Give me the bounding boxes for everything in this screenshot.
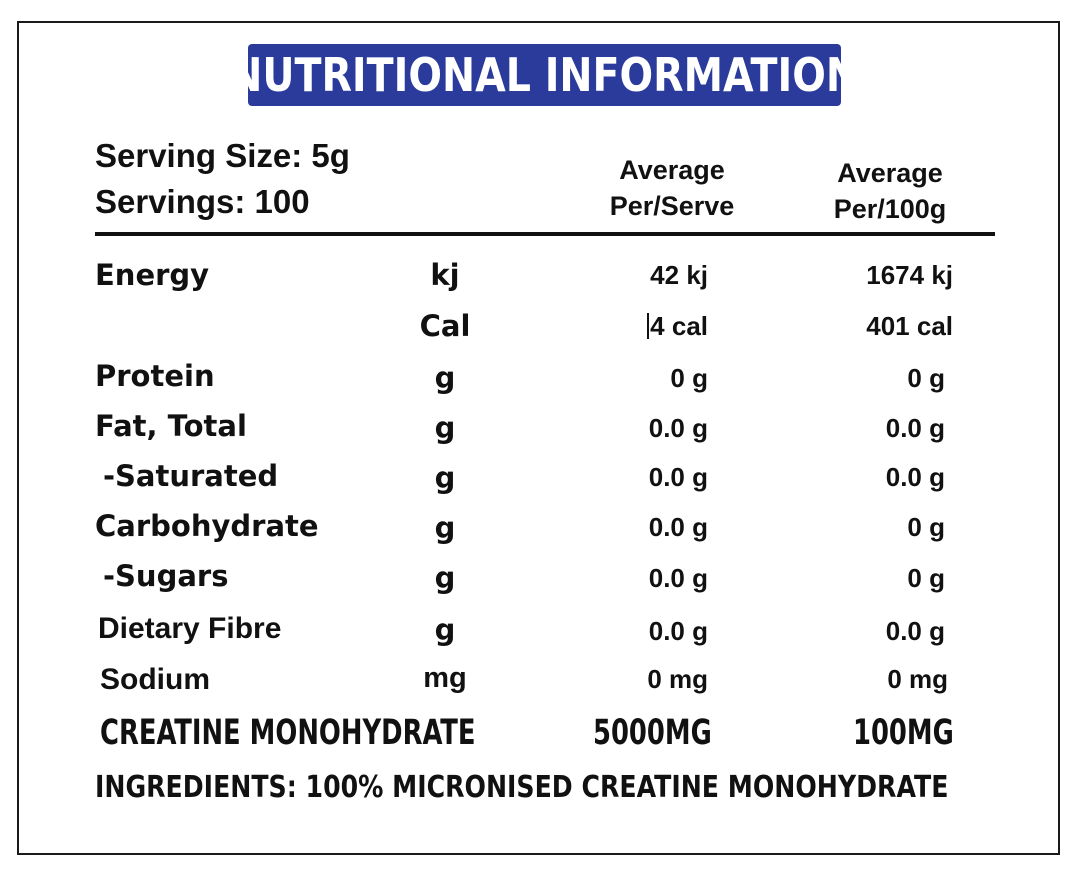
creatine-per-serve: 5000MG — [593, 713, 712, 753]
row-label-fat-total: Fat, Total — [95, 409, 247, 443]
servings-count: Servings: 100 — [95, 183, 310, 220]
row-unit-energy-cal: Cal — [419, 309, 471, 343]
row-value-protein-per-serve: 0 g — [670, 363, 708, 393]
column-header-per-100g: Average Per/100g — [810, 155, 970, 227]
row-value-saturated-per-serve: 0.0 g — [648, 462, 708, 492]
row-label-energy: Energy — [95, 258, 210, 292]
row-value-saturated-per-100g: 0.0 g — [885, 462, 945, 492]
row-value-dietary-fibre-per-100g: 0.0 g — [885, 616, 945, 646]
row-label-dietary-fibre: Dietary Fibre — [98, 612, 282, 645]
row-value-sodium-per-100g: 0 mg — [887, 664, 948, 694]
row-value-fat-total-per-100g: 0.0 g — [885, 413, 945, 443]
row-value-sodium-per-serve: 0 mg — [647, 664, 708, 694]
row-label-sodium: Sodium — [100, 663, 210, 696]
row-value-energy-kj-per-100g: 1674 kj — [866, 260, 953, 290]
row-value-sugars-per-serve: 0.0 g — [648, 563, 708, 593]
header-divider — [95, 232, 995, 236]
row-unit-saturated: g — [434, 461, 456, 495]
row-unit-fat-total: g — [434, 411, 456, 445]
row-unit-protein: g — [434, 361, 456, 395]
row-value-carbohydrate-per-100g: 0 g — [907, 512, 945, 542]
title: NUTRITIONAL INFORMATION — [229, 48, 860, 102]
row-value-carbohydrate-per-serve: 0.0 g — [648, 512, 708, 542]
column-header-per-serve-line1: Average — [619, 155, 725, 185]
row-value-energy-cal-per-serve: 4 cal — [560, 311, 708, 342]
creatine-per-100g: 100MG — [853, 713, 954, 753]
title-banner: NUTRITIONAL INFORMATION — [230, 44, 859, 106]
row-label-carbohydrate: Carbohydrate — [95, 509, 319, 543]
text-cursor — [647, 313, 650, 339]
row-unit-sodium: mg — [423, 662, 467, 694]
serving-size: Serving Size: 5g — [95, 137, 350, 174]
nutrition-panel — [17, 21, 1060, 855]
creatine-label: CREATINE MONOHYDRATE — [100, 713, 476, 753]
row-label-saturated: -Saturated — [103, 459, 279, 493]
row-unit-carbohydrate: g — [434, 511, 456, 545]
row-value-energy-cal-per-100g: 401 cal — [866, 311, 953, 341]
column-header-per-serve-line2: Per/Serve — [609, 191, 735, 221]
column-header-per-100g-line2: Per/100g — [833, 194, 947, 224]
column-header-per-100g-line1: Average — [837, 158, 943, 188]
row-unit-sugars: g — [434, 561, 456, 595]
row-value-dietary-fibre-per-serve: 0.0 g — [648, 616, 708, 646]
row-value-energy-cal-per-serve-text: 4 cal — [650, 311, 708, 341]
row-value-sugars-per-100g: 0 g — [907, 563, 945, 593]
row-label-sugars: -Sugars — [103, 559, 229, 593]
row-unit-dietary-fibre: g — [434, 613, 456, 647]
row-label-protein: Protein — [95, 359, 215, 393]
ingredients-statement: INGREDIENTS: 100% MICRONISED CREATINE MO… — [95, 770, 949, 805]
row-unit-energy-kj: kj — [430, 258, 460, 292]
row-value-energy-kj-per-serve: 42 kj — [650, 260, 708, 290]
column-header-per-serve: Average Per/Serve — [592, 152, 752, 224]
row-value-protein-per-100g: 0 g — [907, 363, 945, 393]
row-value-fat-total-per-serve: 0.0 g — [648, 413, 708, 443]
